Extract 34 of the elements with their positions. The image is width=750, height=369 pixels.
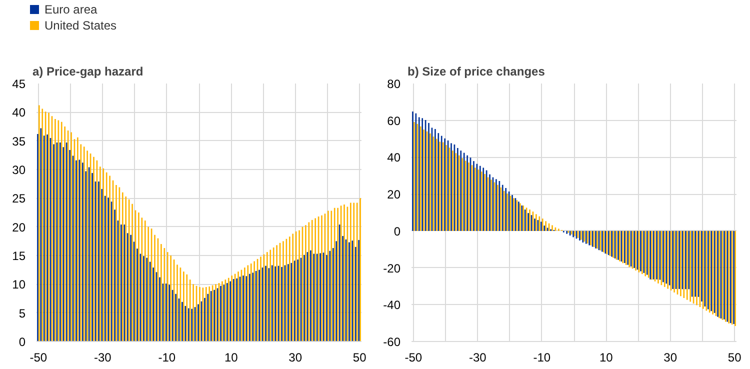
y-tick-label: -20 bbox=[383, 261, 401, 276]
y-tick-label: 45 bbox=[12, 77, 26, 91]
y-tick-label: -60 bbox=[383, 335, 401, 349]
legend-label: Euro area bbox=[44, 2, 98, 16]
legend-label: United States bbox=[44, 18, 117, 32]
x-tick-label: 30 bbox=[664, 350, 678, 364]
y-tick-label: 40 bbox=[12, 106, 26, 120]
x-tick-label: 10 bbox=[224, 350, 238, 364]
x-tick-label: 10 bbox=[599, 350, 614, 364]
y-tick-label: 30 bbox=[12, 163, 26, 177]
x-tick-label: -50 bbox=[404, 350, 422, 364]
y-tick-label: 15 bbox=[12, 249, 26, 263]
y-tick-label: 0 bbox=[18, 335, 26, 349]
y-tick-label: 20 bbox=[387, 188, 401, 202]
y-tick-label: -40 bbox=[383, 298, 401, 312]
x-tick-label: 50 bbox=[352, 350, 367, 364]
chart-title: b) Size of price changes bbox=[408, 64, 546, 78]
chart-title: a) Price-gap hazard bbox=[32, 64, 144, 78]
y-tick-label: 40 bbox=[387, 150, 401, 165]
x-tick-label: -30 bbox=[468, 350, 487, 364]
y-tick-label: 25 bbox=[12, 192, 26, 206]
y-tick-label: 80 bbox=[387, 77, 401, 91]
y-tick-label: 35 bbox=[12, 134, 26, 148]
x-tick-label: 30 bbox=[288, 350, 302, 364]
y-tick-label: 0 bbox=[394, 224, 401, 238]
x-tick-label: -10 bbox=[158, 350, 176, 364]
x-tick-label: -30 bbox=[94, 350, 112, 364]
y-tick-label: 60 bbox=[387, 114, 401, 128]
x-tick-label: 50 bbox=[728, 350, 742, 364]
y-tick-label: 5 bbox=[18, 306, 26, 320]
y-tick-label: 20 bbox=[12, 220, 26, 234]
x-tick-label: -50 bbox=[30, 350, 48, 364]
y-tick-label: 10 bbox=[12, 278, 26, 292]
x-tick-label: -10 bbox=[533, 350, 551, 364]
